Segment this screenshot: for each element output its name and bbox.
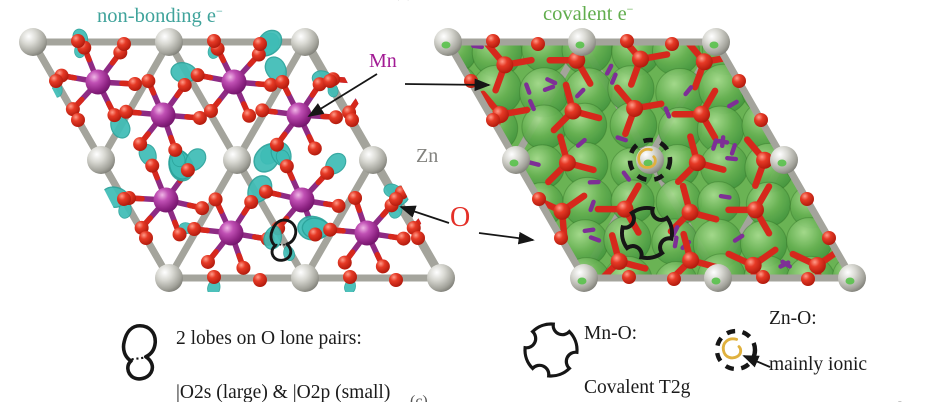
zn-o-legend-text: Zn-O: mainly ionic slightly localized el… [769, 307, 903, 402]
panel-left-title: non-bonding e− [97, 4, 223, 27]
pinwheel-glyph-icon [523, 322, 579, 378]
panel-right-title: covalent e− [543, 2, 634, 25]
mn-o-legend-line2: Covalent T2g [584, 377, 691, 398]
clipped-caption-mark-top: (b) [394, 0, 413, 2]
mn-o-legend-text: Mn-O: Covalent T2g [584, 320, 690, 401]
superscript-minus: − [626, 2, 634, 16]
clipped-caption-mark-bottom: (c) [410, 393, 428, 402]
lobe-glyph-icon [121, 323, 158, 381]
superscript-minus: − [216, 4, 223, 18]
mn-o-legend-line1: Mn-O: [584, 323, 638, 344]
o-atom-label: O [450, 202, 471, 233]
lone-pair-legend-text: 2 lobes on O lone pairs: |O2s (large) & … [176, 325, 390, 402]
dashed-circle-glyph-icon [714, 328, 758, 372]
mn-atom-label: Mn [369, 50, 397, 72]
zn-atom-label: Zn [416, 145, 439, 167]
zn-o-legend-line2: mainly ionic [769, 354, 868, 375]
zn-o-legend-line1: Zn-O: [769, 308, 817, 329]
lone-pair-legend-line1: 2 lobes on O lone pairs: [176, 328, 362, 349]
lone-pair-legend-line2: |O2s (large) & |O2p (small) [176, 382, 391, 402]
zn-o-legend-line3: slightly localized [769, 400, 903, 402]
